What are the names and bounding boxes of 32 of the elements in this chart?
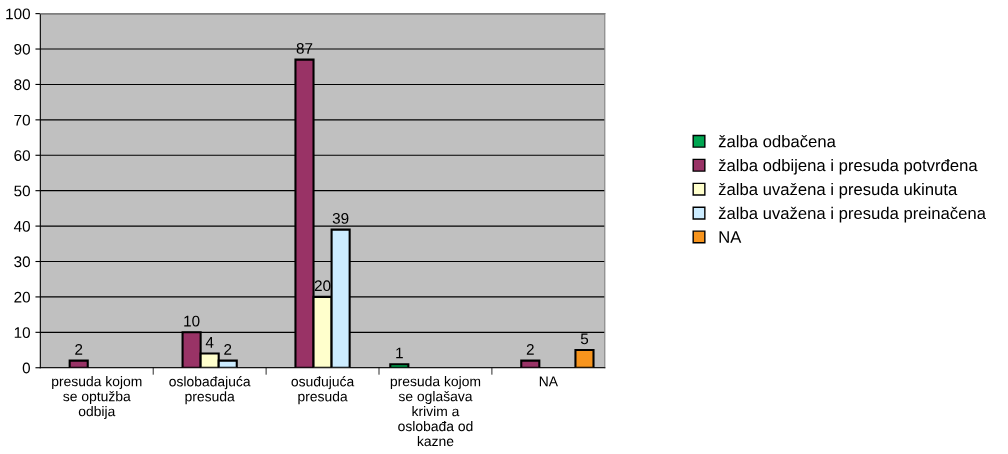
data-label: 39 (332, 213, 349, 224)
legend-label: NA (719, 231, 742, 243)
y-tick-label: 60 (14, 150, 30, 161)
legend-label: žalba odbijena i presuda potvrđena (718, 158, 978, 175)
data-label: 2 (224, 344, 232, 355)
legend-label: žalba uvažena i presuda ukinuta (718, 182, 958, 199)
data-label: 2 (526, 344, 534, 355)
y-tick-label: 80 (14, 79, 30, 91)
data-label: 10 (184, 315, 200, 327)
bar (389, 363, 410, 368)
data-label: 5 (580, 333, 589, 345)
data-label: 1 (396, 347, 403, 359)
y-tick-label: 70 (14, 114, 30, 126)
data-label: 87 (296, 43, 313, 54)
data-label: 4 (205, 337, 214, 348)
data-label: 2 (75, 344, 83, 355)
y-tick-label: 100 (6, 8, 30, 20)
y-tick-label: 0 (22, 362, 30, 374)
x-tick-label: presuda kojom se oglašava krivim a oslobađa od kazne (390, 376, 481, 447)
y-tick-label: 50 (14, 185, 30, 197)
legend-label: žalba odbačena (718, 135, 836, 148)
y-tick-label: 10 (14, 327, 30, 339)
x-tick-label: NA (539, 376, 558, 387)
legend-label: žalba uvažena i presuda preinačena (718, 206, 986, 223)
x-tick-label: presuda kojom se optužba odbija (52, 376, 142, 419)
bar (574, 348, 595, 368)
y-tick-label: 20 (14, 291, 30, 303)
x-tick-label: oslobađajuća presuda (169, 376, 251, 405)
y-tick-label: 30 (14, 256, 30, 268)
x-tick-label: osuđujuća presuda (291, 376, 355, 405)
y-tick-label: 40 (13, 220, 30, 232)
y-tick-label: 90 (14, 43, 30, 55)
